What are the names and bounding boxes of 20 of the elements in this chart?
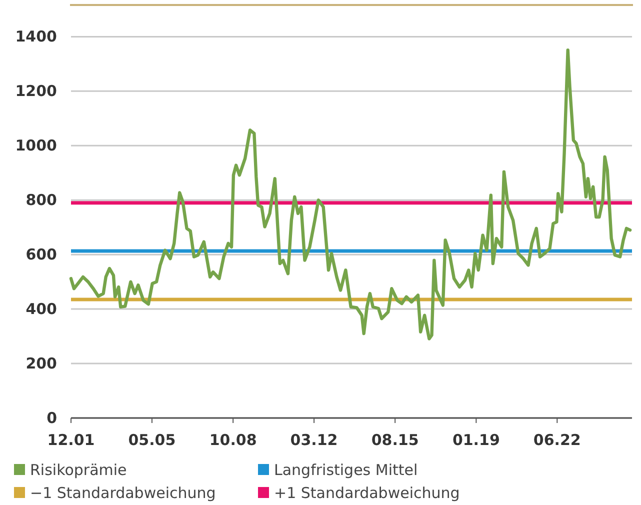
y-tick-label: 1000 [15, 136, 57, 155]
legend-label: +1 Standardabweichung [274, 484, 460, 502]
x-tick-label: 03.12 [290, 431, 338, 449]
y-tick-label: 400 [26, 300, 57, 318]
y-tick-label: 1400 [15, 28, 57, 46]
legend-label: Risikoprämie [30, 461, 127, 479]
x-tick-label: 10.08 [209, 431, 257, 449]
y-tick-label: 600 [26, 246, 57, 264]
y-tick-label: 800 [26, 191, 57, 210]
x-tick-label: 05.05 [128, 431, 176, 449]
y-tick-label: 0 [46, 409, 57, 427]
x-tick-label: 06.22 [533, 431, 581, 449]
legend-label: −1 Standardabweichung [30, 484, 216, 502]
y-tick-label: 200 [26, 354, 57, 373]
x-tick-label: 01.19 [452, 431, 500, 449]
x-tick-label: 12.01 [47, 431, 95, 449]
y-tick-label: 1200 [15, 82, 57, 100]
line-series [69, 48, 632, 340]
legend-label: Langfristiges Mittel [274, 461, 418, 479]
x-tick-label: 08.15 [371, 431, 419, 449]
